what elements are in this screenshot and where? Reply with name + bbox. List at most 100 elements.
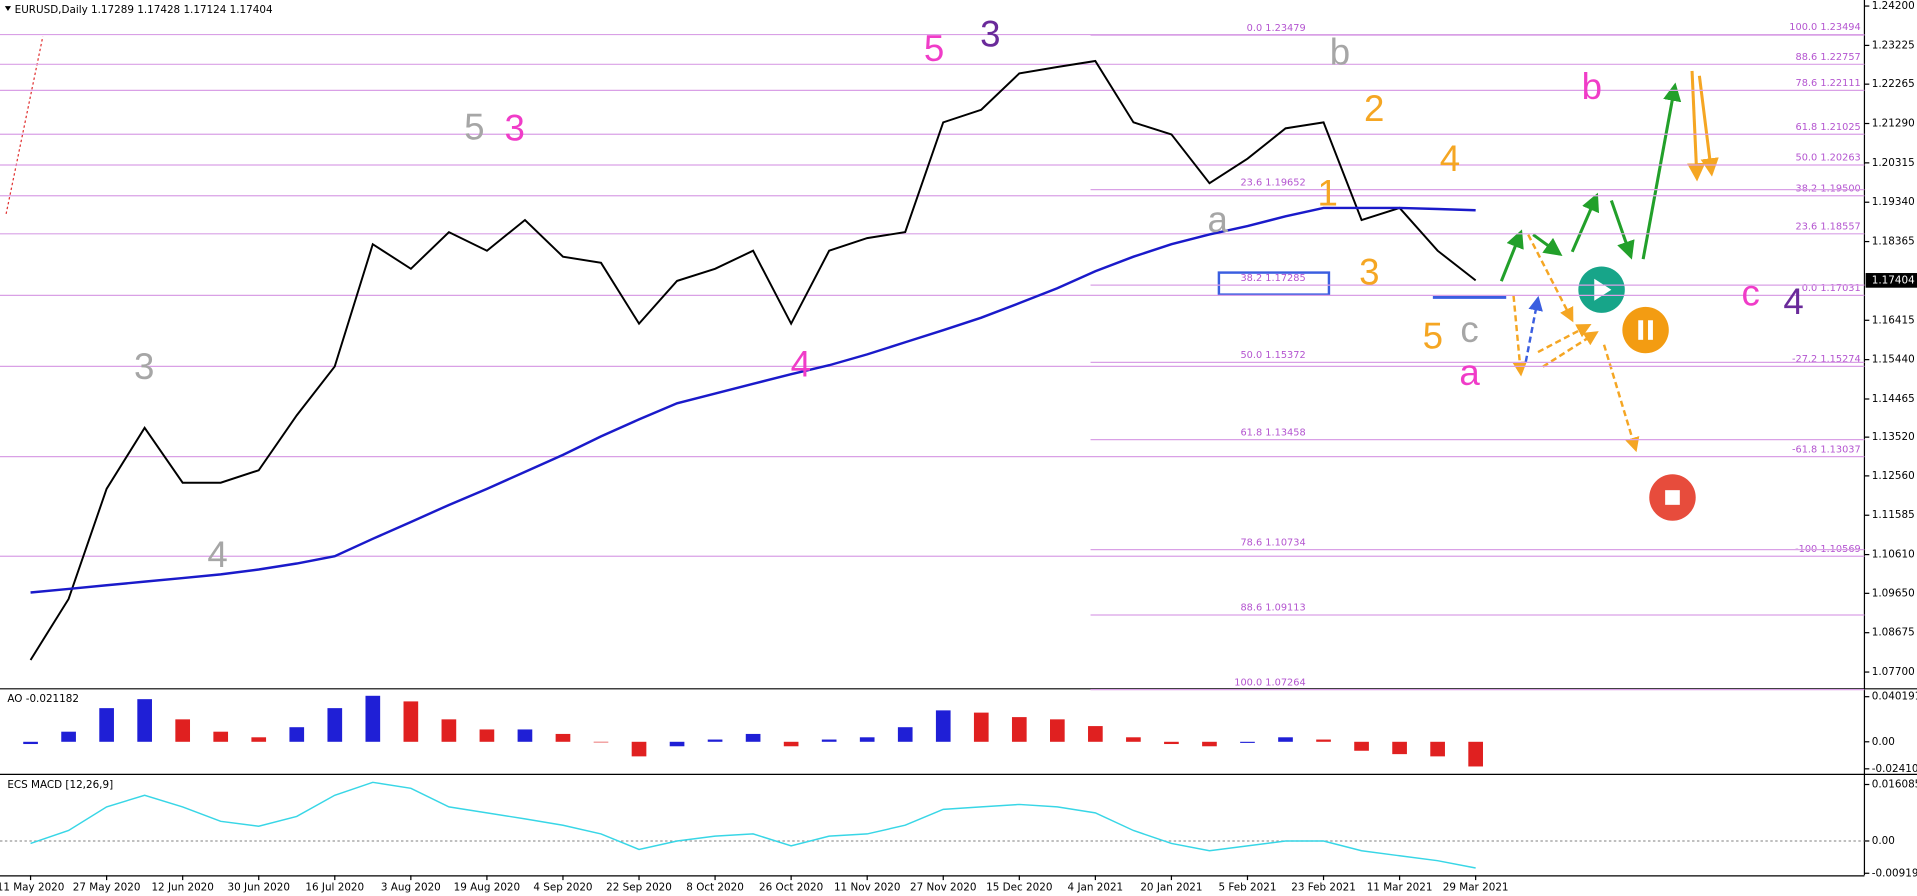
ao-bar [1430, 741, 1445, 757]
forecast-arrow [1570, 192, 1600, 253]
fib-label: 23.6 1.19652 [1240, 177, 1305, 188]
wave-label: a [1207, 199, 1228, 240]
y-tick-label: 1.07700 [1872, 666, 1915, 678]
macd-title: ECS MACD [12,26,9] [7, 779, 113, 791]
ao-bar [631, 741, 647, 757]
ao-title: AO -0.021182 [7, 693, 79, 705]
y-tick-label: 1.18365 [1872, 236, 1915, 248]
ao-bar [821, 739, 837, 742]
y-tick-label: 1.19340 [1872, 196, 1915, 208]
pause-glyph [1638, 320, 1644, 340]
wave-label: 4 [207, 534, 227, 575]
y-tick-label: 1.11585 [1872, 509, 1915, 521]
ao-bar [1011, 717, 1027, 742]
pause-glyph [1648, 320, 1653, 340]
ao-bar [1468, 741, 1483, 767]
wave-label: 5 [924, 28, 944, 69]
forecast-arrow [1641, 82, 1682, 260]
ao-bar [517, 729, 533, 742]
y-tick-label: 1.22265 [1872, 78, 1915, 90]
x-tick-label: 20 Jan 2021 [1140, 881, 1202, 893]
forecast-arrow [1609, 199, 1635, 260]
x-tick-label: 11 May 2020 [0, 881, 64, 893]
stop-glyph [1665, 490, 1680, 505]
macd-tick-label: 0.00 [1872, 835, 1895, 847]
ao-bar [859, 737, 875, 742]
ao-bar [1316, 739, 1331, 742]
ao-bar [1240, 741, 1255, 743]
x-tick-label: 26 Oct 2020 [759, 881, 823, 893]
price-tag-label: 1.17404 [1872, 274, 1915, 286]
x-tick-label: 30 Jun 2020 [228, 881, 290, 893]
wave-label: b [1330, 32, 1350, 73]
ao-bar [973, 712, 989, 742]
x-tick-label: 3 Aug 2020 [381, 881, 441, 893]
fib-label: 88.6 1.22757 [1796, 52, 1861, 63]
x-tick-label: 29 Mar 2021 [1443, 881, 1509, 893]
ao-bar [441, 719, 457, 742]
ao-tick-label: -0.024104 [1872, 763, 1917, 775]
ao-bar [1050, 719, 1065, 742]
wave-label: c [1460, 309, 1478, 350]
ao-tick-label: 0.00 [1872, 736, 1895, 748]
ao-bar [1392, 741, 1407, 755]
chart-title: EURUSD,Daily 1.17289 1.17428 1.17124 1.1… [15, 4, 273, 16]
ao-bar [1126, 737, 1141, 742]
forecast-arrow [1687, 70, 1706, 182]
x-tick-label: 16 Jul 2020 [305, 881, 364, 893]
pause-icon [1622, 306, 1669, 354]
ao-bar [1354, 741, 1369, 751]
wave-label: 3 [505, 107, 525, 148]
wave-label: 5 [1423, 315, 1443, 356]
ao-bar [327, 708, 343, 742]
macd-tick-label: 0.016085 [1872, 779, 1917, 791]
wave-label: a [1459, 352, 1480, 393]
fib-label: 61.8 1.13458 [1240, 427, 1305, 438]
x-tick-label: 12 Jun 2020 [151, 881, 213, 893]
y-tick-label: 1.14465 [1872, 393, 1915, 405]
macd-line [30, 781, 1476, 869]
forecast-arrow [1499, 229, 1524, 282]
wave-label: 4 [1783, 281, 1803, 322]
ao-bar [365, 695, 381, 742]
y-tick-label: 1.15440 [1872, 354, 1915, 366]
ao-bar [745, 733, 761, 742]
y-tick-label: 1.24200 [1872, 0, 1915, 12]
trend-line [5, 36, 44, 215]
series-line [29, 59, 1477, 661]
x-tick-label: 27 May 2020 [73, 881, 141, 893]
ao-bar [1202, 741, 1217, 747]
fib-label: 50.0 1.15372 [1240, 350, 1305, 361]
fib-label: 100.0 1.23494 [1789, 22, 1860, 33]
x-tick-label: 4 Jan 2021 [1068, 881, 1124, 893]
x-tick-label: 4 Sep 2020 [533, 881, 592, 893]
y-tick-label: 1.20315 [1872, 157, 1915, 169]
ao-bar [175, 719, 191, 742]
y-tick-label: 1.21290 [1872, 118, 1915, 130]
forecast-arrow [1524, 295, 1543, 363]
y-tick-label: 1.10610 [1872, 549, 1915, 561]
wave-label: 4 [1440, 138, 1460, 179]
x-tick-label: 27 Nov 2020 [910, 881, 976, 893]
fib-label: 0.0 1.17031 [1802, 283, 1861, 294]
ao-bar [289, 727, 305, 742]
price-tag [1865, 273, 1917, 288]
wave-label: 3 [134, 346, 154, 387]
x-tick-label: 15 Dec 2020 [986, 881, 1052, 893]
x-tick-label: 8 Oct 2020 [686, 881, 744, 893]
ao-bar [1088, 726, 1103, 742]
ao-bar [403, 701, 419, 742]
fib-label: 78.6 1.22111 [1796, 78, 1861, 89]
title-arrow [4, 6, 12, 12]
ao-bar [593, 741, 609, 743]
fib-label: -61.8 1.13037 [1792, 444, 1861, 455]
forecast-arrow [1527, 234, 1574, 323]
fib-label: 88.6 1.09113 [1240, 603, 1305, 614]
ao-bar [23, 741, 38, 745]
ao-tick-label: 0.040191 [1872, 691, 1917, 703]
fib-label: 78.6 1.10734 [1240, 537, 1305, 548]
wave-label: 3 [980, 13, 1000, 54]
ao-bar [897, 727, 913, 742]
